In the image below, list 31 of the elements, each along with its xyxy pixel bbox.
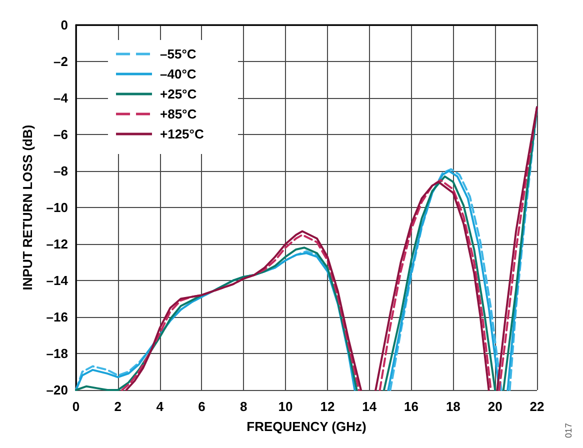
legend-label: –40°C [160,66,197,82]
legend-label: +85°C [160,106,198,122]
y-tick-label: 0 [60,18,68,32]
y-tick-label: –10 [46,200,68,215]
y-tick-label: –8 [54,164,68,178]
text: 017 [564,422,574,438]
x-tick-label: 20 [488,399,502,414]
x-tick-label: 12 [320,399,335,414]
y-tick-label: –6 [54,127,68,142]
y-axis-title: INPUT RETURN LOSS (dB) [20,124,35,290]
legend-label: –55°C [160,46,197,62]
x-tick-label: 0 [72,399,80,414]
y-tick-label: –16 [46,310,68,324]
y-tick-label: –2 [54,54,68,69]
y-tick-label: –12 [46,236,68,252]
x-tick-label: 14 [362,399,378,414]
x-tick-label: 18 [446,399,460,414]
x-tick-label: 4 [156,399,164,414]
x-tick-label: 6 [198,399,206,414]
y-tick-label: –14 [46,273,69,288]
y-tick-label: –18 [46,346,68,361]
x-tick-label: 10 [278,399,293,414]
y-tick-label: –20 [46,382,68,398]
legend-label: +125°C [160,126,204,142]
y-tick-label: –4 [54,90,69,106]
x-tick-label: 16 [404,399,419,414]
x-tick-label: 2 [114,399,122,414]
x-tick-label: 22 [530,399,544,414]
legend-label: +25°C [160,86,198,102]
x-axis-title: FREQUENCY (GHz) [246,419,366,434]
x-tick-label: 8 [240,399,248,414]
